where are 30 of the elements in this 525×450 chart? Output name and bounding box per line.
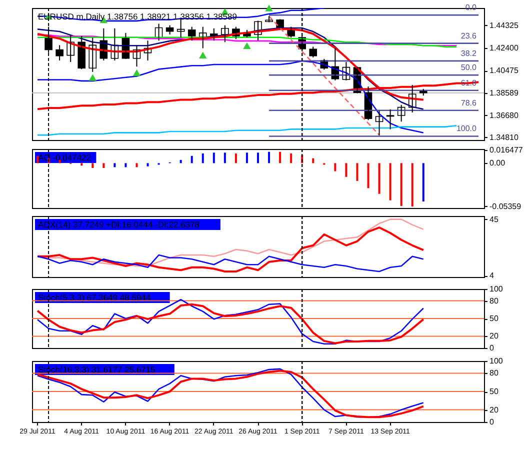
y-tick-label: 50 <box>490 387 499 396</box>
y-tick-label: 45 <box>490 214 499 224</box>
y-tick-label: 50 <box>490 314 499 323</box>
y-tick-label: 100 <box>490 356 504 366</box>
series-label: 78.6 <box>460 98 478 108</box>
y-tick-label: 1.38589 <box>490 88 519 98</box>
y-tick-label: 100 <box>490 284 504 294</box>
chart-title: Stoch(5,3,3) 67.3649 48.5944 <box>38 292 151 302</box>
y-tick-label: 0 <box>490 418 494 426</box>
series-label: 61.8 <box>460 78 478 88</box>
y-tick-label: 1.42400 <box>490 44 519 52</box>
series-label: 50.0 <box>460 63 478 72</box>
y-tick-label: 4 <box>490 271 494 280</box>
y-tick-label: -0.05359 <box>490 202 522 211</box>
y-tick-label: 0 <box>490 344 494 352</box>
chart-title: Stoch(16,3,3) 31.6177 25.6715 <box>38 364 156 374</box>
y-tick-label: 1.34810 <box>490 132 519 142</box>
y-tick-label: 80 <box>490 296 499 306</box>
series-label: 23.6 <box>460 31 478 40</box>
y-tick-label: 1.40475 <box>490 66 519 76</box>
series-label: 100.0 <box>456 124 478 134</box>
y-tick-label: 20 <box>490 405 499 414</box>
y-tick-label: 80 <box>490 368 499 378</box>
y-tick-label: 1.44325 <box>490 20 519 30</box>
chart-title: ADX(14) 37.7249 +DI:16.0444 -DI:22.6378 <box>38 220 200 230</box>
y-tick-label: 1.36680 <box>490 110 519 120</box>
y-tick-label: 0.016477 <box>490 145 524 154</box>
y-tick-label: 20 <box>490 332 499 341</box>
series-label: 38.2 <box>460 48 478 58</box>
y-tick-label: 0.00 <box>490 158 506 168</box>
